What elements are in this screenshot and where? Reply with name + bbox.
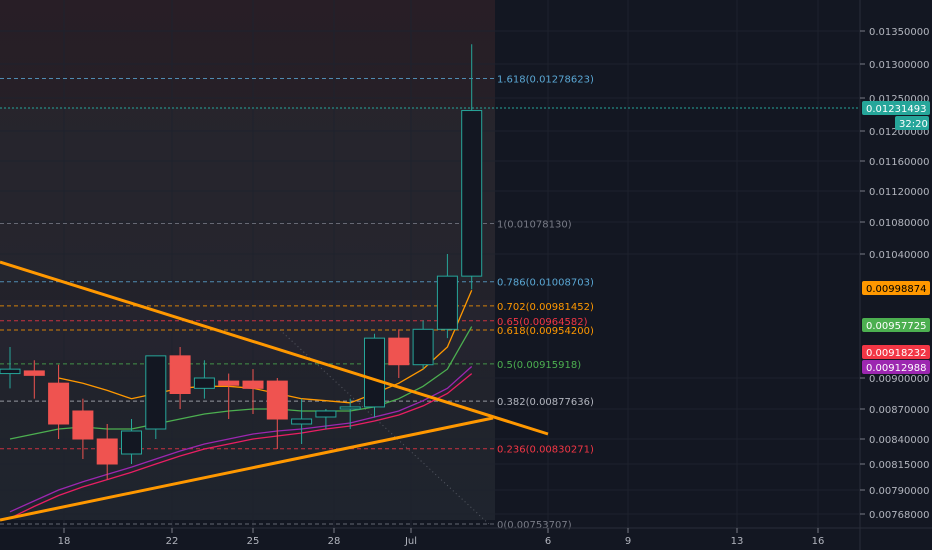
price-axis-label: 0.01350000 — [869, 27, 929, 38]
candle-body[interactable] — [364, 337, 385, 408]
price-axis-label: 0.00870000 — [869, 405, 929, 416]
price-tag-background — [862, 101, 930, 115]
price-axis-label: 0.00900000 — [869, 374, 929, 385]
candle-body[interactable] — [193, 377, 215, 389]
candle-body[interactable] — [48, 382, 70, 425]
price-axis-label: 0.00790000 — [869, 486, 929, 497]
time-axis-label: 18 — [58, 536, 71, 547]
fib-level-label: 0.786(0.01008703) — [497, 278, 594, 289]
price-tag-background — [862, 281, 930, 295]
price-tag: 0.00918232 — [862, 345, 930, 359]
price-axis-label: 0.01200000 — [869, 127, 929, 138]
fib-zone-band-upper — [0, 108, 495, 280]
candle-body[interactable] — [461, 110, 483, 277]
price-axis-label: 0.00840000 — [869, 435, 929, 446]
price-tag: 0.01231493 — [862, 101, 930, 115]
price-tag-label: 32:20 — [899, 119, 928, 130]
fib-level-label: 0.382(0.00877636) — [497, 397, 594, 408]
fib-level-label: 1(0.01078130) — [497, 219, 572, 230]
candle-body[interactable] — [169, 355, 191, 395]
moving-average-line — [58, 290, 473, 404]
price-tag-background — [895, 116, 929, 130]
time-axis-label: 22 — [166, 536, 179, 547]
time-axis-label: Jul — [404, 536, 417, 547]
moving-average-line — [9, 366, 473, 513]
price-tag-label: 0.00912988 — [866, 363, 926, 374]
grid-lines — [0, 0, 860, 528]
price-axis-label: 0.01080000 — [869, 218, 929, 229]
price-tag-background — [862, 318, 930, 332]
candle-body[interactable] — [315, 410, 337, 418]
price-axis-label: 0.01300000 — [869, 60, 929, 71]
price-axis-label: 0.00768000 — [869, 510, 929, 521]
time-axis-label: 25 — [247, 536, 260, 547]
candle-body[interactable] — [96, 438, 118, 465]
candle-body[interactable] — [388, 337, 410, 366]
fib-level-label: 0.5(0.00915918) — [497, 360, 581, 371]
price-axis-label: 0.01250000 — [869, 94, 929, 105]
candle-body[interactable] — [0, 368, 21, 375]
time-axis-label: 9 — [625, 536, 631, 547]
time-axis-label: 13 — [731, 536, 744, 547]
price-axis[interactable]: 0.01350000 0.01300000 0.01250000 0.01200000… — [860, 27, 929, 521]
trendline-descending[interactable] — [0, 260, 549, 436]
price-axis-label: 0.00815000 — [869, 460, 929, 471]
fib-level-label: 0.702(0.00981452) — [497, 302, 594, 313]
candle-body[interactable] — [145, 355, 167, 430]
price-axis-label: 0.01160000 — [869, 157, 929, 168]
candle-body[interactable] — [436, 275, 458, 330]
fib-level-label: 0(0.00753707) — [497, 520, 572, 531]
price-tag: 32:20 — [895, 116, 929, 130]
price-tag: 0.00998874 — [862, 281, 930, 295]
price-tag-label: 0.00957725 — [866, 321, 926, 332]
price-tag-background — [862, 360, 930, 374]
moving-average-line — [9, 373, 473, 519]
price-tag-label: 0.00998874 — [866, 284, 926, 295]
trendline-ascending[interactable] — [0, 416, 494, 522]
price-axis-label: 0.01040000 — [869, 250, 929, 261]
candle-body[interactable] — [23, 370, 45, 376]
candle-body[interactable] — [242, 380, 264, 389]
price-tag: 0.00957725 — [862, 318, 930, 332]
price-axis-label: 0.01120000 — [869, 187, 929, 198]
candle-body[interactable] — [72, 410, 94, 440]
time-axis-label: 28 — [328, 536, 341, 547]
fib-level-label: 0.65(0.00964582) — [497, 317, 588, 328]
candle-body[interactable] — [412, 328, 434, 366]
price-tags: 0.01231493 32:20 0.00998874 0.00957725 0.009… — [862, 101, 930, 374]
price-tag-background — [862, 345, 930, 359]
candle-body[interactable] — [266, 380, 288, 420]
candles[interactable] — [0, 44, 483, 480]
price-tag-label: 0.00918232 — [866, 348, 926, 359]
candle-body[interactable] — [339, 406, 361, 410]
fib-retracement[interactable]: 1.618(0.01278623) 1(0.01078130) 0.786(0.01… — [0, 75, 594, 531]
price-tag-label: 0.01231493 — [866, 104, 926, 115]
candle-body[interactable] — [218, 380, 240, 386]
fib-level-label: 0.236(0.00830271) — [497, 445, 594, 456]
candle-body[interactable] — [291, 418, 313, 425]
time-axis-label: 16 — [812, 536, 825, 547]
fib-level-label: 1.618(0.01278623) — [497, 75, 594, 86]
candle-body[interactable] — [121, 430, 142, 455]
fib-level-label: 0.618(0.00954200) — [497, 326, 594, 337]
time-axis-label: 6 — [545, 536, 551, 547]
time-axis[interactable]: 18 22 25 28 Jul 6 9 13 16 — [58, 528, 825, 547]
price-tag: 0.00912988 — [862, 360, 930, 374]
